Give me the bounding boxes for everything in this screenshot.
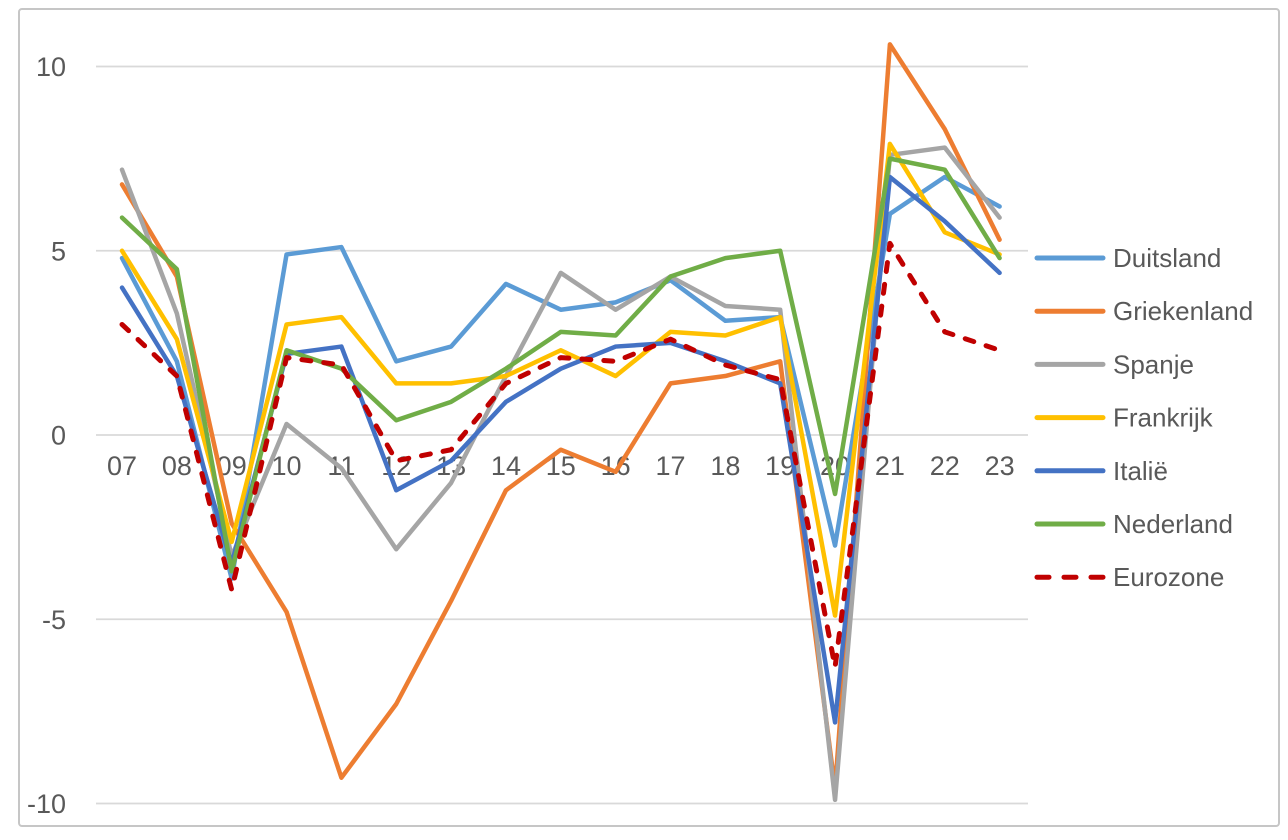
series-line-duitsland	[119, 174, 1002, 581]
y-tick-label: 5	[51, 236, 66, 266]
x-tick-label: 10	[272, 451, 302, 481]
series-line-spanje	[119, 145, 1002, 803]
x-tick-label: 17	[655, 451, 685, 481]
y-axis-tick-labels: 10 5 0 -5 -10	[27, 52, 66, 819]
legend-label: Nederland	[1113, 509, 1233, 539]
legend-label: Griekenland	[1113, 296, 1253, 326]
series-line-nederland	[119, 156, 1002, 574]
legend-label: Duitsland	[1113, 243, 1221, 273]
x-tick-label: 18	[710, 451, 740, 481]
y-tick-label: 10	[36, 52, 66, 82]
legend-item-griekenland: Griekenland	[1034, 296, 1253, 326]
legend-label: Eurozone	[1113, 562, 1224, 592]
legend: Duitsland Griekenland Spanje Frankrijk Itali…	[1034, 243, 1253, 592]
y-tick-label: 0	[51, 421, 66, 451]
x-tick-label: 08	[162, 451, 192, 481]
legend-label: Spanje	[1113, 349, 1194, 379]
x-tick-label: 07	[107, 451, 137, 481]
legend-item-nederland: Nederland	[1034, 509, 1233, 539]
legend-label: Italië	[1113, 456, 1168, 486]
series-line-eurozone	[119, 240, 1003, 670]
y-tick-label: -10	[27, 789, 66, 819]
x-tick-label: 23	[985, 451, 1015, 481]
legend-item-duitsland: Duitsland	[1034, 243, 1221, 273]
y-tick-label: -5	[42, 605, 66, 635]
x-tick-label: 21	[875, 451, 905, 481]
x-tick-label: 22	[930, 451, 960, 481]
legend-item-spanje: Spanje	[1034, 349, 1194, 379]
legend-label: Frankrijk	[1113, 403, 1214, 433]
legend-item-eurozone: Eurozone	[1034, 562, 1224, 592]
x-axis-tick-labels: 07 08 09 10 11 12 13 14 15 16 17 18 19 20 21 22 23	[107, 451, 1015, 481]
series-line-frankrijk	[119, 141, 1002, 618]
series-lines	[119, 42, 1003, 803]
legend-item-frankrijk: Frankrijk	[1034, 403, 1214, 433]
x-tick-label: 14	[491, 451, 521, 481]
legend-item-italië: Italië	[1034, 456, 1168, 486]
